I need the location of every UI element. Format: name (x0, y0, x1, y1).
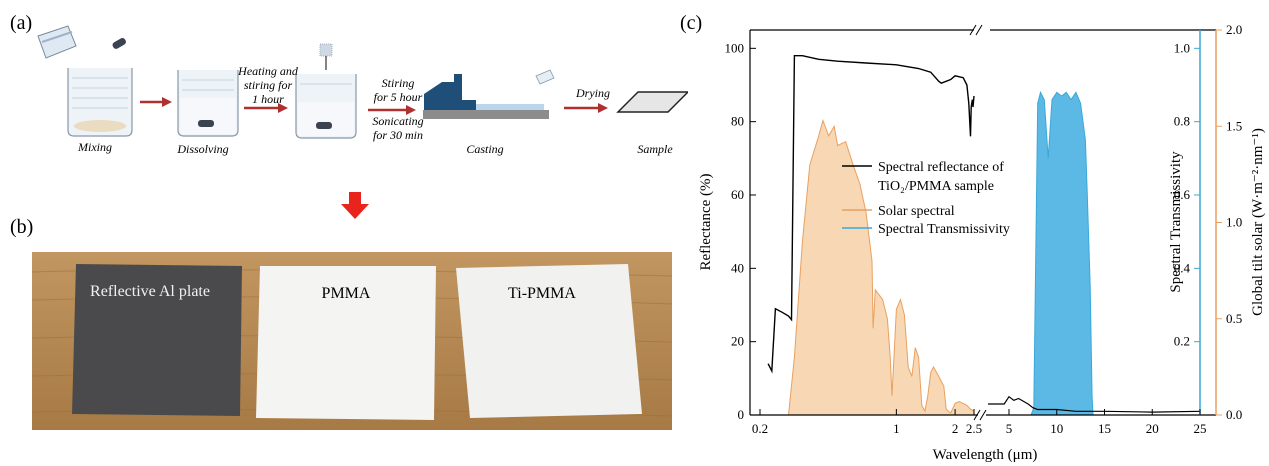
flow-arrow-2 (244, 103, 288, 113)
y-tick-label-left: 80 (731, 114, 744, 129)
sample-label-ti-pmma: Ti-PMMA (508, 285, 576, 302)
y-axis-label-right-solar: Global tilt solar (W·m⁻²·nm⁻¹) (1250, 128, 1266, 316)
arrow-label-line: Stiring (381, 76, 415, 90)
x-tick-label-left: 1 (893, 421, 900, 436)
arrow-label-line: stiring for (243, 78, 293, 92)
x-axis-break-bottom (973, 409, 987, 421)
chart-legend: Spectral reflectance of TiO₂/PMMA sample… (842, 160, 1010, 237)
arrow-label-line: Sonicating (372, 114, 424, 128)
flow-arrow-4 (564, 103, 608, 113)
panel-c-label: (c) (680, 12, 703, 34)
y-tick-label-right-transmissivity: 0.6 (1174, 187, 1191, 202)
casting-mold-icon (423, 69, 555, 119)
y-tick-label-right-transmissivity: 0.4 (1174, 260, 1191, 275)
x-tick-label-right: 5 (1006, 421, 1013, 436)
arrow-label-sonicating: Sonicating for 30 min (360, 114, 436, 142)
arrow-label-line: for 30 min (372, 128, 423, 142)
x-tick-label-left: 2 (952, 421, 959, 436)
y-tick-label-right-solar: 0.5 (1226, 311, 1242, 326)
x-axis-label: Wavelength (μm) (933, 447, 1038, 463)
x-axis-break-top (969, 24, 983, 36)
y-tick-label-right-solar: 2.0 (1226, 22, 1242, 37)
pellet-icon (112, 38, 126, 49)
step-label-casting: Casting (466, 142, 504, 156)
legend-label-transmissivity: Spectral Transmissivity (878, 222, 1010, 237)
x-tick-label-right: 20 (1146, 421, 1159, 436)
panel-b-label: (b) (10, 216, 34, 238)
panel-a-label: (a) (10, 12, 33, 34)
down-arrow-icon (341, 192, 369, 219)
x-tick-label-right: 10 (1050, 421, 1063, 436)
y-tick-label-right-transmissivity: 0.8 (1174, 114, 1190, 129)
y-axis-label-right-transmissivity: Spectral Transmissivity (1168, 151, 1184, 293)
y-tick-label-left: 60 (731, 187, 744, 202)
y-tick-label-right-transmissivity: 1.0 (1174, 40, 1190, 55)
process-flow-diagram (37, 25, 688, 139)
arrow-label-line: Heating and (238, 64, 298, 78)
flow-arrow-1 (140, 97, 172, 107)
y-tick-label-right-solar: 1.0 (1226, 215, 1242, 230)
y-axis-label-left: Reflectance (%) (698, 173, 714, 270)
dissolving-beaker-icon (177, 70, 239, 137)
pmma-sheet (256, 266, 436, 420)
mixing-beaker-icon (67, 68, 133, 137)
spectral-chart: 0 20 40 60 80 100 0.2 0.4 0.6 0.8 1.0 0.0 0.5 1.0 1.5 2… (698, 22, 1266, 463)
transmissivity-area (1030, 90, 1094, 416)
arrow-label-heating: Heating and stiring for 1 hour (232, 64, 304, 106)
y-tick-label-right-solar: 0.0 (1226, 407, 1242, 422)
legend-label-reflectance: Spectral reflectance of (878, 160, 1004, 175)
sample-film-icon (616, 91, 688, 113)
arrow-label-stiring: Stiring for 5 hour (362, 76, 434, 104)
step-label-mixing: Mixing (78, 140, 112, 154)
sample-photo: Reflective Al plate PMMA Ti-PMMA (32, 252, 672, 430)
x-tick-label-right: 25 (1194, 421, 1207, 436)
y-tick-label-left: 0 (738, 407, 745, 422)
step-label-sample: Sample (637, 142, 673, 156)
x-tick-label-left: 2.5 (966, 421, 982, 436)
arrow-label-line: 1 hour (252, 92, 284, 106)
reflectance-line-uv-vis (767, 55, 975, 374)
ti-pmma-sheet (456, 264, 642, 418)
step-label-dissolving: Dissolving (177, 142, 229, 156)
y-tick-label-left: 100 (725, 40, 745, 55)
al-plate (72, 264, 242, 416)
y-tick-label-right-solar: 1.5 (1226, 118, 1242, 133)
x-tick-label-right: 15 (1098, 421, 1111, 436)
legend-label-reflectance-2: TiO₂/PMMA sample (878, 179, 994, 194)
pouring-beaker-icon (37, 25, 77, 59)
y-tick-label-right-transmissivity: 0.2 (1174, 334, 1190, 349)
reflectance-line-ir (988, 395, 1201, 413)
x-tick-label-left: 0.2 (752, 421, 768, 436)
sample-label-al: Reflective Al plate (90, 283, 210, 300)
solar-spectrum-area (787, 118, 975, 416)
y-tick-label-left: 20 (731, 334, 744, 349)
flow-arrow-3 (368, 105, 416, 115)
arrow-label-drying: Drying (563, 86, 623, 100)
sample-label-pmma: PMMA (322, 285, 371, 302)
y-tick-label-left: 40 (731, 260, 744, 275)
arrow-label-line: for 5 hour (373, 90, 423, 104)
arrow-label-line: Drying (576, 86, 610, 100)
heating-beaker-icon (295, 43, 357, 139)
legend-label-solar: Solar spectral (878, 204, 955, 219)
